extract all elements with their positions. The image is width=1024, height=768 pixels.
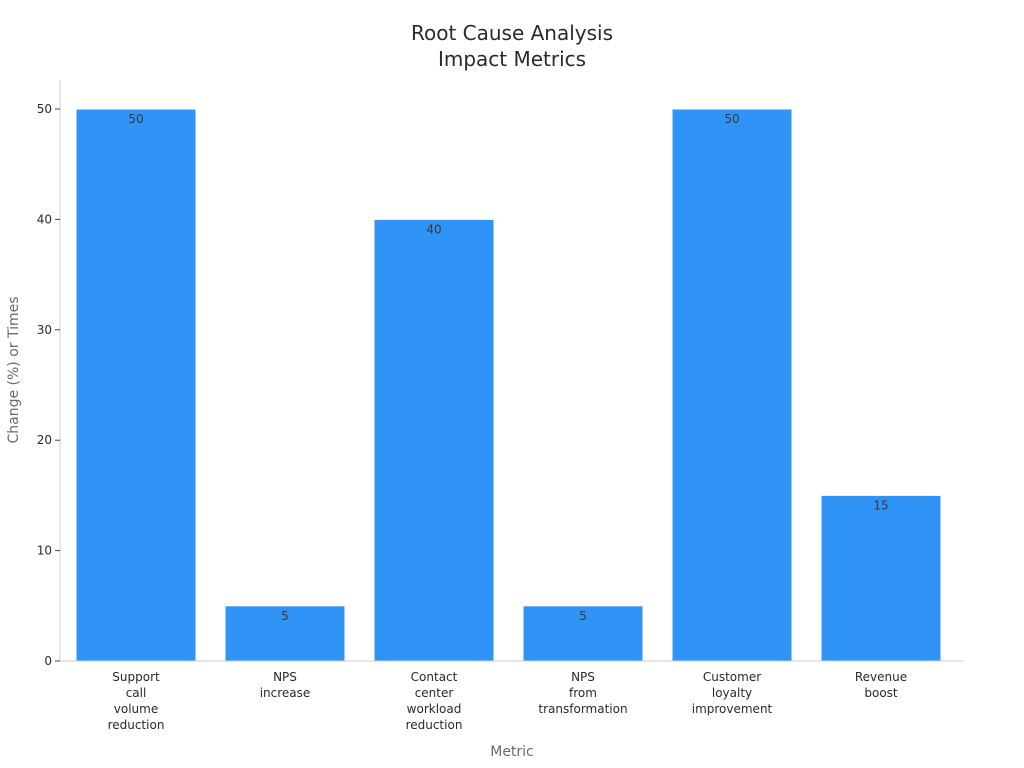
chart-title-line-1: Root Cause Analysis [411,21,613,45]
x-tick-label-3-line-2: transformation [538,702,627,716]
y-tick-label-4: 40 [37,212,52,226]
y-tick-label-5: 50 [37,102,52,116]
x-tick-label-5: Revenue boost [855,670,907,700]
x-tick-label-4: Customer loyalty improvement [692,670,773,716]
data-label-1: 5 [281,609,289,623]
chart-title: Root Cause Analysis Impact Metrics [411,21,613,71]
y-tick-label-0: 0 [44,654,52,668]
y-ticks-group: 0 10 20 30 40 50 [37,102,60,668]
bar-1 [224,605,346,662]
x-tick-label-5-line-0: Revenue [855,670,907,684]
data-label-4: 50 [724,112,739,126]
x-tick-label-0-line-1: call [126,686,147,700]
x-tick-label-4-line-1: loyalty [712,686,752,700]
x-tick-label-2-line-3: reduction [406,718,463,732]
bars-group [75,108,942,662]
y-tick-label-3: 30 [37,323,52,337]
x-tick-label-4-line-2: improvement [692,702,773,716]
x-tick-label-3-line-1: from [569,686,597,700]
bar-5 [820,494,942,662]
data-label-5: 15 [873,498,888,512]
data-label-2: 40 [426,222,441,236]
bar-4 [671,108,793,662]
x-tick-label-2-line-0: Contact [411,670,458,684]
x-tick-label-0: Support call volume reduction [108,670,165,732]
y-axis-title: Change (%) or Times [6,296,22,443]
x-tick-label-0-line-3: reduction [108,718,165,732]
y-tick-label-1: 10 [37,544,52,558]
x-tick-label-2-line-1: center [415,686,454,700]
y-tick-label-2: 20 [37,433,52,447]
data-label-0: 50 [128,112,143,126]
bar-3 [522,605,644,662]
x-tick-label-4-line-0: Customer [703,670,761,684]
x-tick-label-0-line-0: Support [112,670,160,684]
x-tick-label-1-line-0: NPS [273,670,297,684]
data-labels-group: 50 5 40 5 50 15 [128,112,888,623]
x-tick-label-2-line-2: workload [407,702,462,716]
x-tick-label-5-line-1: boost [864,686,898,700]
x-tick-label-3: NPS from transformation [538,670,627,716]
x-tick-label-1-line-1: increase [260,686,311,700]
x-axis-title: Metric [490,744,534,760]
x-tick-label-2: Contact center workload reduction [406,670,463,732]
x-ticks-group: Support call volume reduction NPS increase Con… [108,670,908,732]
x-tick-label-3-line-0: NPS [571,670,595,684]
x-tick-label-1: NPS increase [260,670,311,700]
bar-2 [373,218,495,662]
bar-0 [75,108,197,662]
x-tick-label-0-line-2: volume [114,702,158,716]
data-label-3: 5 [579,609,587,623]
chart-title-line-2: Impact Metrics [438,47,586,71]
